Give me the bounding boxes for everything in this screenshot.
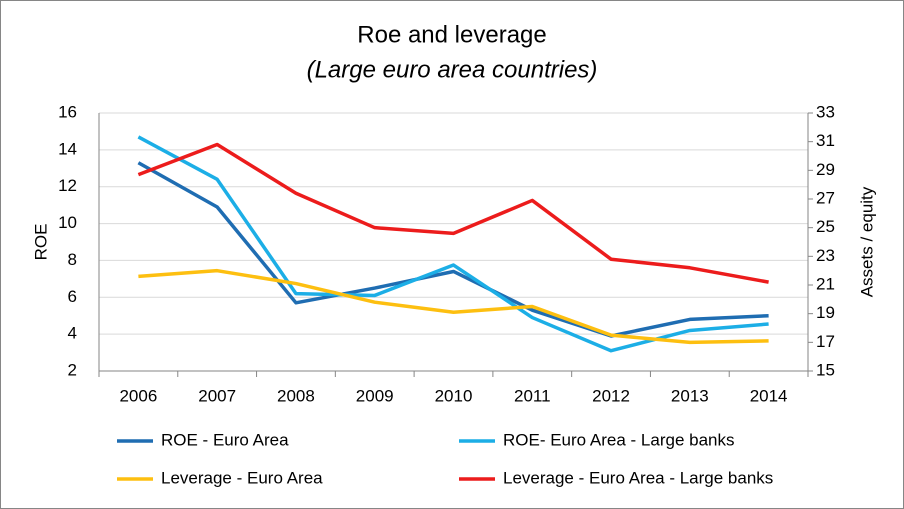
y-tick-label: 8 [68, 250, 77, 269]
y2-tick-label: 15 [816, 360, 835, 379]
y-tick-label: 4 [68, 324, 77, 343]
y-tick-label: 6 [68, 287, 77, 306]
y2-tick-label: 21 [816, 274, 835, 293]
y-axis-label: ROE [31, 224, 50, 261]
y2-tick-label: 23 [816, 246, 835, 265]
y2-tick-label: 19 [816, 303, 835, 322]
legend-label: Leverage - Euro Area [161, 468, 323, 487]
y2-tick-label: 25 [816, 217, 835, 236]
y2-tick-label: 17 [816, 332, 835, 351]
x-tick-label: 2011 [514, 386, 551, 405]
y-tick-label: 2 [68, 360, 77, 379]
legend-label: ROE- Euro Area - Large banks [503, 430, 735, 449]
x-tick-label: 2014 [750, 386, 788, 405]
y2-tick-label: 33 [816, 102, 835, 121]
x-tick-label: 2007 [198, 386, 236, 405]
chart-title: Roe and leverage [357, 21, 546, 48]
x-tick-label: 2009 [356, 386, 394, 405]
legend-label: ROE - Euro Area [161, 430, 289, 449]
series-line [137, 142, 769, 284]
y2-tick-label: 27 [816, 188, 835, 207]
series-line [138, 268, 769, 345]
y2-tick-label: 31 [816, 131, 835, 150]
series-line [137, 135, 769, 353]
x-tick-label: 2012 [592, 386, 630, 405]
chart-subtitle: (Large euro area countries) [307, 56, 598, 83]
x-tick-label: 2010 [435, 386, 473, 405]
legend-label: Leverage - Euro Area - Large banks [503, 468, 773, 487]
x-tick-label: 2006 [119, 386, 157, 405]
y-tick-label: 16 [58, 102, 77, 121]
y2-tick-label: 29 [816, 160, 835, 179]
y-tick-label: 10 [58, 213, 77, 232]
y2-axis-label: Assets / equity [857, 186, 876, 297]
x-tick-label: 2013 [671, 386, 709, 405]
y-tick-label: 12 [58, 176, 77, 195]
x-tick-label: 2008 [277, 386, 315, 405]
y-tick-label: 14 [58, 139, 77, 158]
series-line [137, 161, 769, 338]
